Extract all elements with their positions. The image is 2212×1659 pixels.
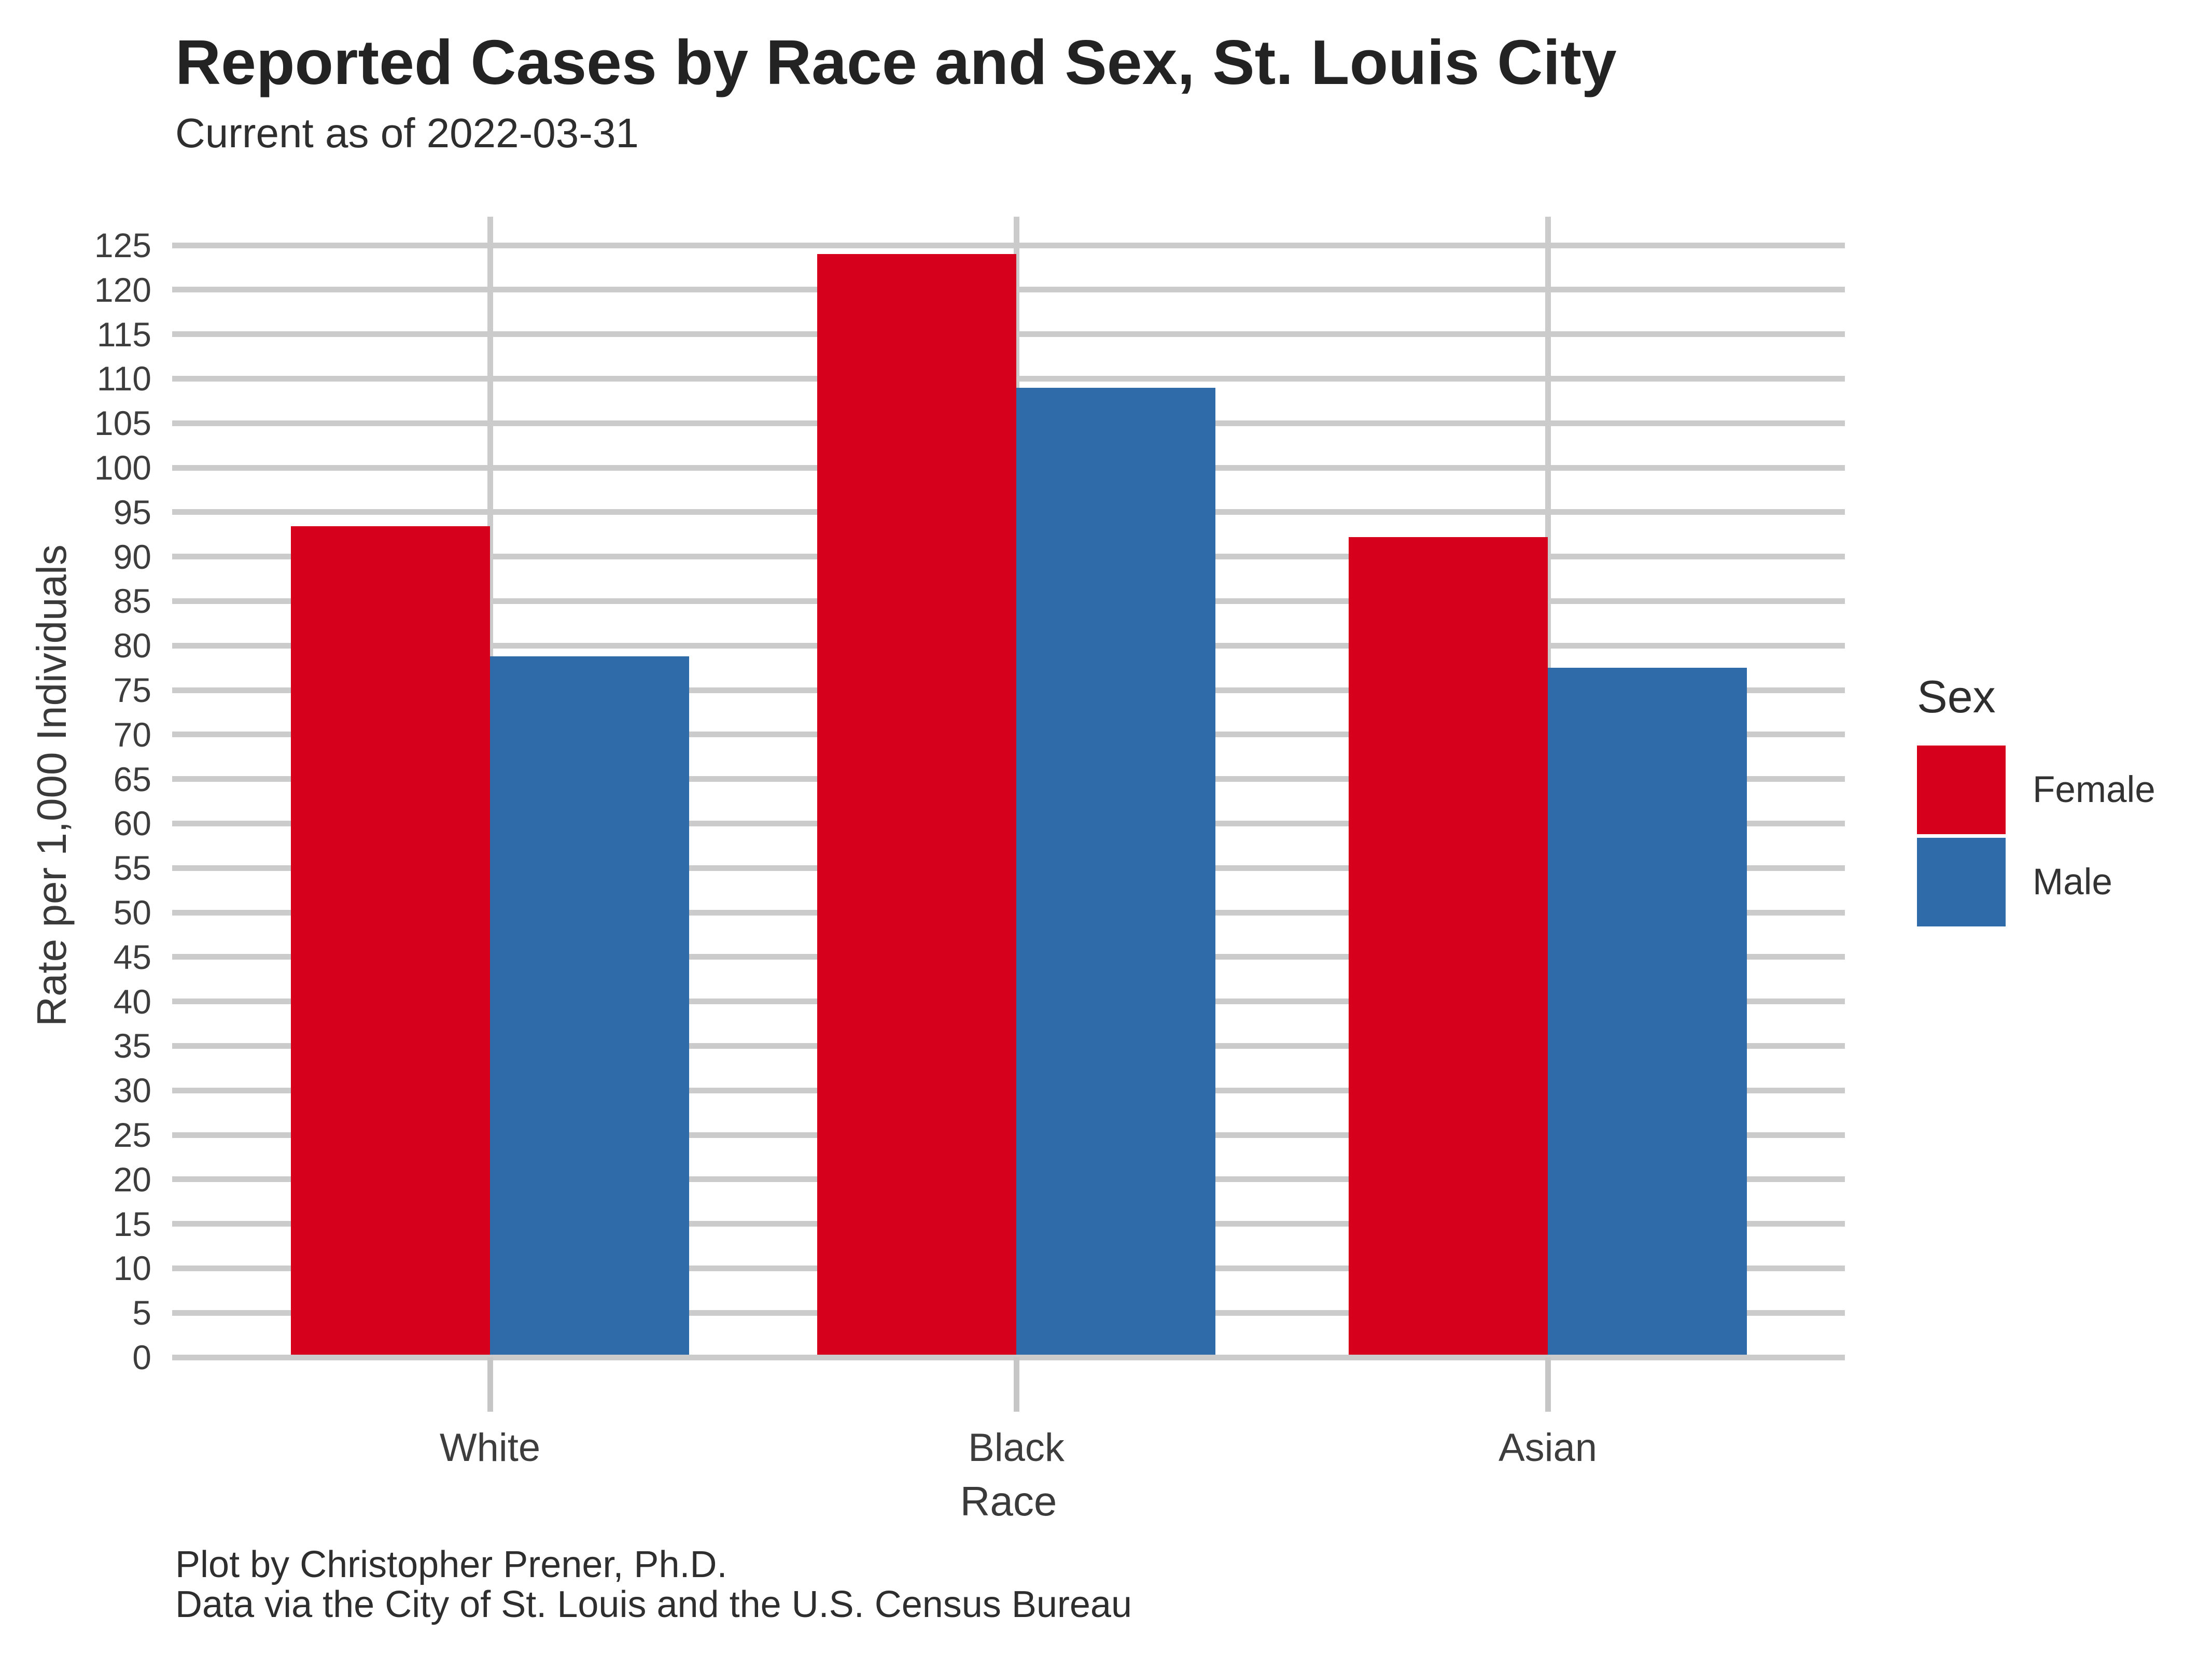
legend-title: Sex	[1917, 671, 1996, 722]
y-axis-tick-label-100: 100	[94, 448, 151, 487]
caption-data-source: Data via the City of St. Louis and the U…	[175, 1584, 1132, 1626]
x-axis-tick-label-black: Black	[968, 1426, 1065, 1470]
caption-plot-credit: Plot by Christopher Prener, Ph.D.	[175, 1544, 727, 1585]
legend-item-female: Female	[1917, 746, 2155, 834]
bar-white-male	[490, 656, 689, 1355]
bar-black-female	[817, 254, 1016, 1355]
y-axis-tick-label-85: 85	[113, 582, 151, 621]
legend-swatch-female	[1917, 746, 2006, 834]
plot-panel	[172, 217, 1845, 1360]
y-axis-tick-label-35: 35	[113, 1027, 151, 1065]
bar-asian-female	[1349, 537, 1548, 1355]
legend: Sex Female Male	[1917, 674, 2155, 930]
y-axis-tick-label-75: 75	[113, 671, 151, 709]
y-axis-tick-label-40: 40	[113, 982, 151, 1021]
y-axis-tick-label-60: 60	[113, 804, 151, 843]
y-axis-tick-label-105: 105	[94, 404, 151, 443]
y-axis-tick-label-115: 115	[96, 315, 151, 354]
y-axis-tick-label-45: 45	[113, 937, 151, 976]
y-axis-tick-label-90: 90	[113, 537, 151, 576]
x-axis-tick-white	[487, 1357, 493, 1412]
y-axis-tick-label-20: 20	[113, 1160, 151, 1199]
y-axis-tick-label-95: 95	[113, 493, 151, 531]
gridline-y-0	[172, 1354, 1845, 1360]
x-axis-tick-asian	[1545, 1357, 1551, 1412]
y-axis-tick-label-70: 70	[113, 715, 151, 754]
caption-block: Plot by Christopher Prener, Ph.D. Data v…	[175, 1544, 1132, 1626]
y-axis-tick-label-120: 120	[94, 270, 151, 309]
y-axis-tick-label-125: 125	[94, 226, 151, 264]
y-axis-tick-label-80: 80	[113, 626, 151, 665]
y-axis-tick-label-30: 30	[113, 1071, 151, 1110]
x-axis-tick-black	[1013, 1357, 1019, 1412]
x-axis-tick-label-asian: Asian	[1498, 1426, 1598, 1470]
gridline-y-125	[172, 242, 1845, 248]
legend-swatch-male	[1917, 838, 2006, 926]
chart-subtitle: Current as of 2022-03-31	[175, 110, 639, 156]
y-axis-tick-label-65: 65	[113, 760, 151, 798]
y-axis-tick-label-25: 25	[113, 1116, 151, 1154]
x-axis-tick-label-white: White	[439, 1426, 541, 1470]
y-axis-tick-label-10: 10	[113, 1249, 151, 1288]
legend-label-male: Male	[2033, 862, 2112, 903]
y-axis-tick-label-50: 50	[113, 893, 151, 932]
y-axis-tick-label-5: 5	[132, 1294, 151, 1332]
y-axis-tick-label-55: 55	[113, 849, 151, 888]
x-axis-title: Race	[960, 1478, 1057, 1524]
legend-label-female: Female	[2033, 769, 2155, 810]
y-axis-tick-label-0: 0	[132, 1338, 151, 1376]
bar-black-male	[1016, 387, 1215, 1355]
y-axis-tick-label-15: 15	[113, 1204, 151, 1243]
legend-item-male: Male	[1917, 838, 2155, 926]
chart-title: Reported Cases by Race and Sex, St. Loui…	[175, 27, 1617, 97]
bar-asian-male	[1548, 668, 1747, 1355]
bar-white-female	[291, 526, 490, 1355]
y-axis-tick-label-110: 110	[96, 359, 151, 398]
